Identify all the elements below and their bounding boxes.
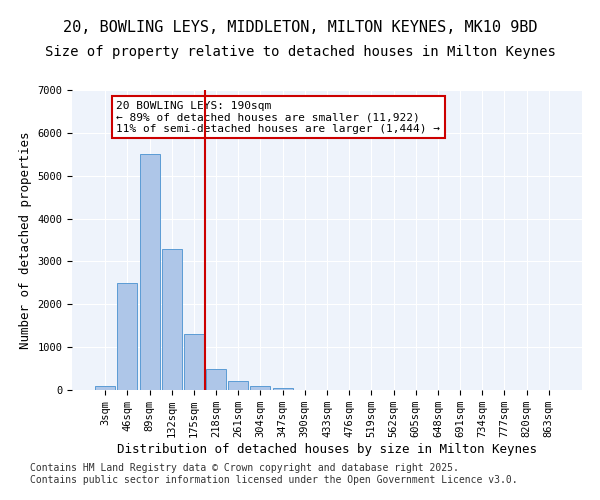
Bar: [272, 388, 293, 390]
Bar: [95, 386, 115, 390]
Bar: [162, 248, 182, 390]
Bar: [228, 380, 248, 390]
Bar: [250, 386, 271, 390]
X-axis label: Distribution of detached houses by size in Milton Keynes: Distribution of detached houses by size …: [117, 443, 537, 456]
Text: 20, BOWLING LEYS, MIDDLETON, MILTON KEYNES, MK10 9BD: 20, BOWLING LEYS, MIDDLETON, MILTON KEYN…: [63, 20, 537, 35]
Bar: [206, 370, 226, 390]
Bar: [140, 154, 160, 390]
Text: Size of property relative to detached houses in Milton Keynes: Size of property relative to detached ho…: [44, 45, 556, 59]
Bar: [118, 283, 137, 390]
Text: 20 BOWLING LEYS: 190sqm
← 89% of detached houses are smaller (11,922)
11% of sem: 20 BOWLING LEYS: 190sqm ← 89% of detache…: [116, 100, 440, 134]
Bar: [184, 334, 204, 390]
Text: Contains HM Land Registry data © Crown copyright and database right 2025.
Contai: Contains HM Land Registry data © Crown c…: [30, 464, 518, 485]
Y-axis label: Number of detached properties: Number of detached properties: [19, 131, 32, 349]
